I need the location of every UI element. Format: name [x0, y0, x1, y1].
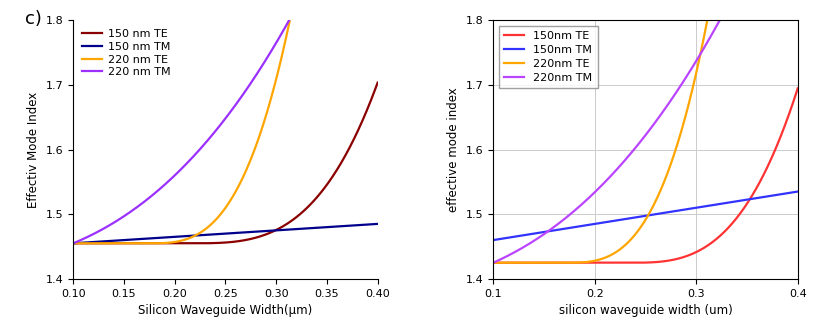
150 nm TE [373, 81, 383, 85]
150 nm TE [68, 241, 78, 245]
150nm TE [611, 261, 621, 265]
150 nm TE [306, 202, 316, 206]
150nm TE [731, 217, 741, 221]
220nm TE [488, 261, 498, 265]
150 nm TM [203, 233, 212, 237]
220nm TE [623, 241, 632, 245]
150 nm TM [311, 226, 321, 230]
220nm TM [488, 261, 498, 265]
Text: c): c) [24, 10, 42, 28]
150 nm TE [311, 196, 321, 200]
150nm TM [611, 218, 621, 222]
150nm TM [726, 200, 736, 204]
150 nm TM [191, 234, 201, 238]
220 nm TE [99, 241, 109, 245]
220nm TE [519, 261, 529, 265]
Line: 220nm TE: 220nm TE [493, 20, 707, 263]
Y-axis label: effective mode index: effective mode index [448, 87, 460, 212]
Line: 150nm TE: 150nm TE [493, 88, 798, 263]
150nm TE [698, 247, 707, 251]
X-axis label: Silicon Waveguide Width(μm): Silicon Waveguide Width(μm) [138, 304, 313, 317]
150nm TM [731, 199, 741, 203]
150 nm TE [278, 225, 287, 229]
150 nm TE [99, 241, 109, 245]
150 nm TM [278, 228, 287, 232]
Line: 150 nm TM: 150 nm TM [73, 224, 378, 243]
150nm TM [519, 233, 529, 237]
Legend: 150nm TE, 150nm TM, 220nm TE, 220nm TM: 150nm TE, 150nm TM, 220nm TE, 220nm TM [499, 26, 598, 88]
Legend: 150 nm TE, 150 nm TM, 220 nm TE, 220 nm TM: 150 nm TE, 150 nm TM, 220 nm TE, 220 nm … [79, 26, 173, 81]
220nm TM [698, 49, 707, 53]
Line: 150nm TM: 150nm TM [493, 192, 798, 240]
150 nm TM [68, 241, 78, 245]
220 nm TM [99, 226, 109, 230]
220 nm TE [68, 241, 78, 245]
220 nm TE [191, 233, 201, 237]
220nm TM [611, 168, 621, 172]
Line: 220 nm TE: 220 nm TE [73, 21, 290, 243]
220 nm TE [203, 225, 212, 229]
150 nm TM [306, 226, 316, 230]
Y-axis label: Effectiv Mode Index: Effectiv Mode Index [27, 91, 40, 208]
150nm TE [519, 261, 529, 265]
150nm TM [698, 205, 707, 209]
Line: 150 nm TE: 150 nm TE [73, 83, 378, 243]
150nm TE [623, 261, 632, 265]
220nm TM [623, 155, 632, 159]
150 nm TM [99, 239, 109, 243]
220nm TE [698, 43, 707, 47]
220nm TE [611, 250, 621, 254]
220 nm TM [68, 241, 78, 245]
220 nm TM [203, 139, 212, 143]
150 nm TE [191, 241, 201, 245]
150nm TM [623, 217, 632, 221]
150nm TM [488, 238, 498, 242]
Line: 220nm TM: 220nm TM [493, 20, 720, 263]
150 nm TE [203, 241, 212, 245]
150nm TE [488, 261, 498, 265]
220 nm TM [278, 30, 287, 34]
220 nm TE [278, 52, 287, 56]
Line: 220 nm TM: 220 nm TM [73, 20, 289, 243]
220nm TM [519, 245, 529, 249]
150nm TM [793, 190, 803, 194]
150nm TE [726, 223, 736, 227]
220 nm TM [191, 151, 201, 155]
150 nm TM [373, 222, 383, 226]
150nm TE [793, 86, 803, 90]
X-axis label: silicon waveguide width (um): silicon waveguide width (um) [558, 304, 733, 317]
